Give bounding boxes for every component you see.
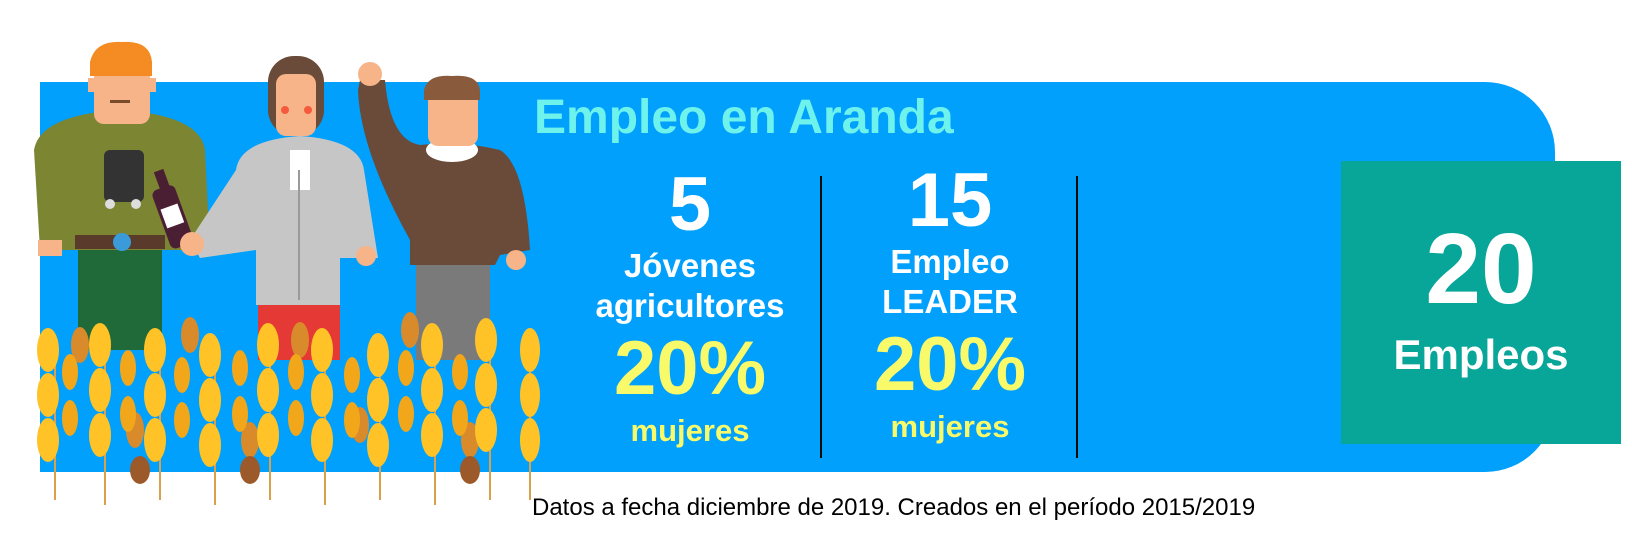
stat-label-line1: Jóvenes — [623, 247, 757, 284]
stat-label-line2: agricultores — [595, 287, 785, 324]
wheat-field — [37, 312, 540, 505]
total-label: Empleos — [1393, 331, 1569, 378]
stat-number: 5 — [668, 162, 712, 247]
stat-percent: 20% — [613, 326, 767, 411]
stat-percent-label: mujeres — [630, 413, 750, 448]
stat-percent: 20% — [873, 322, 1027, 407]
farmer-middle-figure — [180, 56, 378, 360]
stat-young-farmers: 5 Jóvenes agricultores 20% mujeres — [575, 164, 805, 450]
stat-label-line1: Empleo — [890, 243, 1010, 280]
farmer-right-figure — [358, 62, 530, 360]
total-number: 20 — [1425, 213, 1537, 325]
farmers-and-wheat-illustration — [34, 41, 540, 505]
farmer-left-figure — [34, 41, 210, 350]
divider — [820, 176, 822, 458]
wine-bottle — [152, 168, 193, 249]
stat-leader-employment: 15 Empleo LEADER 20% mujeres — [835, 160, 1065, 446]
stat-label-line2: LEADER — [882, 283, 1018, 320]
footnote: Datos a fecha diciembre de 2019. Creados… — [532, 494, 1256, 521]
divider — [1076, 176, 1078, 458]
stat-number: 15 — [907, 158, 993, 243]
total-employment-box: 20 Empleos — [1341, 161, 1621, 444]
stat-percent-label: mujeres — [890, 409, 1010, 444]
page-title: Empleo en Aranda — [534, 91, 954, 144]
